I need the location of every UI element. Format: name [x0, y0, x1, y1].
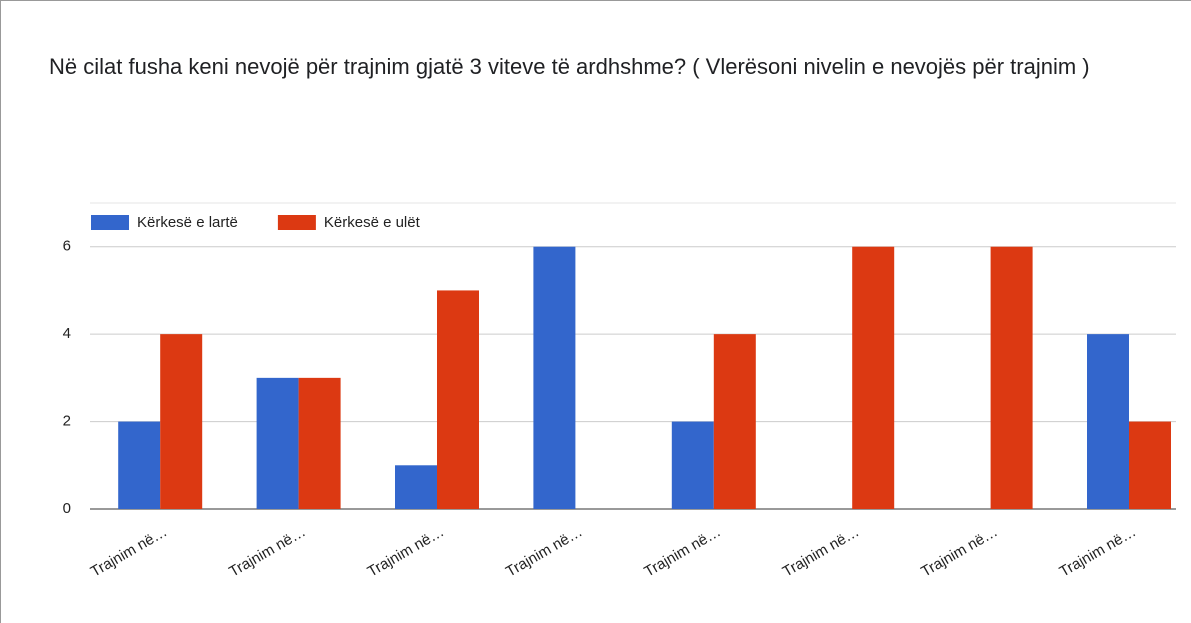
bar [1129, 421, 1171, 509]
bar [713, 334, 756, 509]
bar [533, 246, 576, 509]
legend-label: Kërkesë e ulët [324, 214, 421, 231]
x-tick-label: Trajnim në… [503, 523, 585, 580]
y-tick-label: 2 [63, 413, 71, 430]
x-tick-label: Trajnim në… [1057, 523, 1139, 580]
bar [160, 334, 203, 509]
x-tick-label: Trajnim në… [226, 523, 308, 580]
x-tick-label: Trajnim në… [88, 523, 170, 580]
bar [990, 246, 1033, 509]
x-tick-label: Trajnim në… [780, 523, 862, 580]
bar [852, 246, 895, 509]
y-tick-label: 0 [63, 500, 71, 517]
bar [671, 421, 714, 509]
x-tick-label: Trajnim në… [641, 523, 723, 580]
x-tick-label: Trajnim në… [365, 523, 447, 580]
bar [256, 377, 299, 509]
bar [1087, 334, 1129, 509]
x-tick-label: Trajnim në… [918, 523, 1000, 580]
y-tick-label: 4 [63, 325, 71, 342]
bar [437, 290, 479, 509]
y-tick-label: 6 [63, 238, 71, 255]
legend-swatch [91, 215, 129, 230]
bar [118, 421, 161, 509]
bar [395, 465, 437, 509]
legend-label: Kërkesë e lartë [137, 214, 238, 231]
bar [298, 377, 341, 509]
legend-swatch [277, 215, 316, 230]
chart-title: Në cilat fusha keni nevojë për trajnim g… [49, 54, 1090, 79]
